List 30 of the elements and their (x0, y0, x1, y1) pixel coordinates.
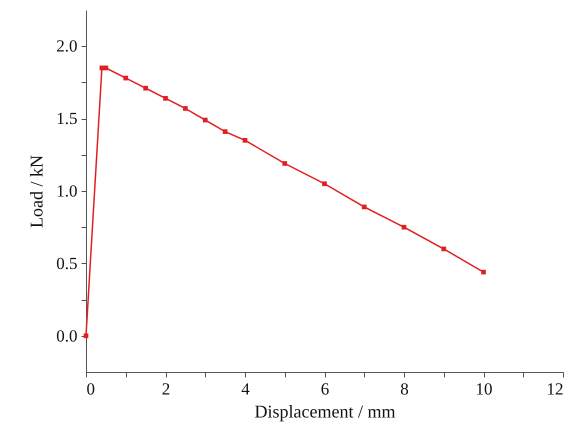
point (183, 106, 188, 111)
point (143, 86, 148, 91)
x-tick-label: 0 (86, 380, 95, 398)
point (402, 224, 406, 230)
x-tick-label: 12 (546, 380, 564, 398)
y-axis-title: Load / kN (26, 155, 46, 228)
x-tick-label: 2 (162, 380, 170, 398)
x-tick-label: 8 (400, 380, 409, 398)
point (441, 246, 446, 252)
x-axis-title: Displacement / mm (254, 402, 396, 422)
point (222, 129, 228, 134)
y-tick-label: 0.0 (56, 326, 78, 346)
y-tick-label: 1.0 (56, 182, 78, 200)
point (282, 161, 288, 166)
point (84, 333, 88, 338)
y-tick-label: 2.0 (56, 36, 78, 56)
x-tick-label: 4 (241, 380, 250, 398)
point (123, 76, 128, 80)
point (163, 96, 168, 101)
point (100, 66, 104, 70)
point (362, 204, 367, 210)
y-tick-label: 1.5 (56, 109, 78, 128)
point (322, 181, 327, 186)
y-tick-label: 0.5 (56, 254, 78, 273)
point (202, 118, 208, 122)
x-tick-label: 10 (476, 380, 492, 398)
point (481, 270, 486, 274)
x-tick-label: 6 (320, 380, 330, 398)
point (104, 66, 108, 70)
point (242, 138, 248, 143)
